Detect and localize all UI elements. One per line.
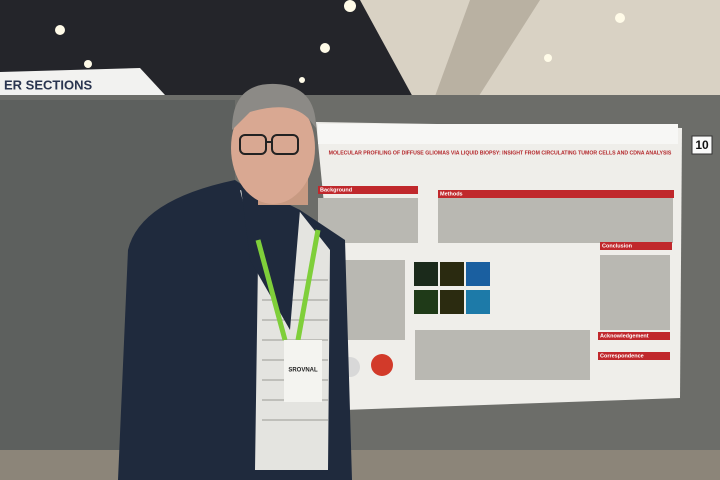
poster-header (318, 124, 678, 144)
section-header: Methods (440, 191, 463, 197)
section-header: Correspondence (600, 353, 644, 359)
section-header: Background (320, 187, 352, 193)
ceiling-beam (430, 0, 540, 110)
section-header-bar (438, 190, 674, 198)
section-header: Acknowledgement (600, 333, 649, 339)
banner-text: ER SECTIONS (4, 77, 92, 92)
section-banner (0, 68, 165, 98)
poster-title: MOLECULAR PROFILING OF DIFFUSE GLIOMAS V… (329, 150, 672, 156)
section-header: Conclusion (602, 243, 633, 249)
floor (0, 450, 720, 480)
badge (284, 340, 322, 402)
section-header-bar (600, 242, 672, 250)
poster-number: 10 (695, 138, 709, 152)
section-header-bar (598, 352, 670, 360)
badge-name: SROVNAL (288, 368, 318, 374)
poster-body-text (318, 198, 673, 380)
poster-sections: Background Methods Conclusion Acknowledgeme… (318, 186, 674, 360)
glasses (239, 134, 299, 155)
lapel (240, 180, 300, 330)
section-header-bar (318, 186, 418, 194)
section-header-bar (598, 332, 670, 340)
lanyard (255, 229, 321, 341)
poster-number-box (691, 135, 713, 155)
hair (232, 83, 316, 130)
ceiling-lights (55, 0, 659, 104)
ceiling-structure (360, 0, 720, 110)
